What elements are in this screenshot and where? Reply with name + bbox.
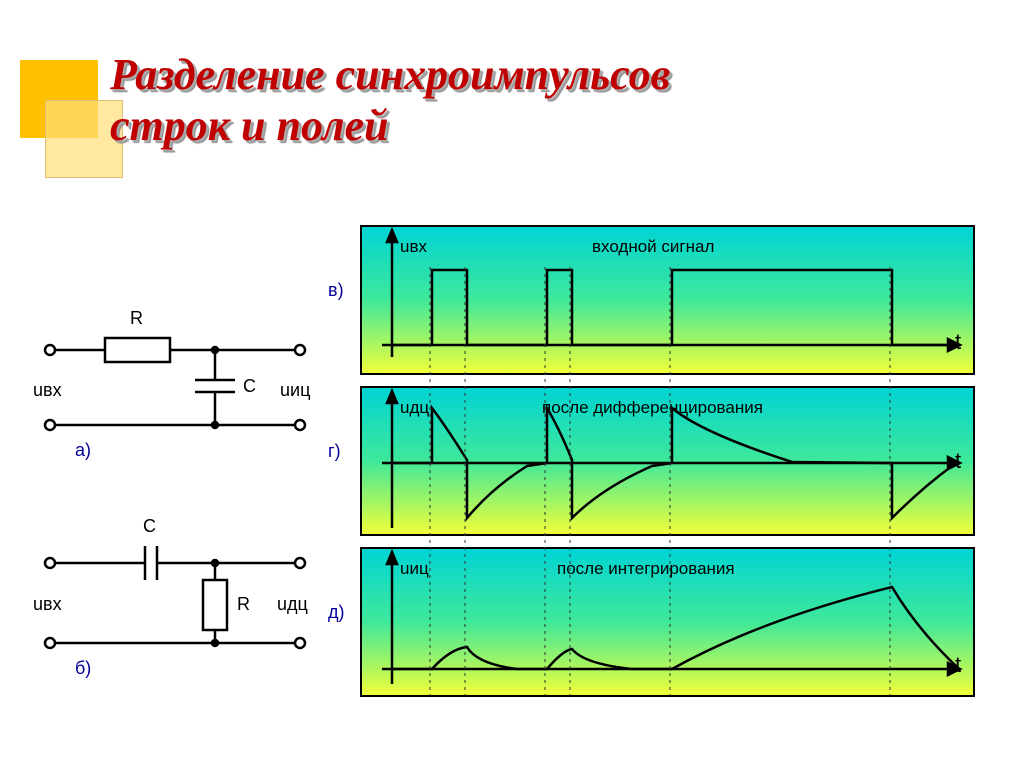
circuit-a-out-label: uиц bbox=[280, 380, 310, 401]
chart-diff-fig-label: г) bbox=[328, 441, 341, 462]
circuit-b-fig-label: б) bbox=[75, 658, 91, 679]
chart-input-row: в) uвх входной сигнал t bbox=[360, 225, 985, 380]
circuit-b-in-label: uвх bbox=[33, 594, 62, 615]
chart-integ-panel: uиц после интегрирования t bbox=[360, 547, 975, 697]
title-line-2: строк и полей bbox=[110, 101, 388, 150]
chart-input-fig-label: в) bbox=[328, 280, 344, 301]
circuit-b-svg bbox=[35, 508, 315, 678]
circuit-b-c-label: C bbox=[143, 516, 156, 537]
chart-integ-caption: после интегрирования bbox=[557, 559, 735, 579]
circuit-a-in-label: uвх bbox=[33, 380, 62, 401]
chart-diff-row: г) uдц после дифференцирования t bbox=[360, 386, 985, 541]
chart-integ-fig-label: д) bbox=[328, 602, 345, 623]
chart-input-panel: uвх входной сигнал t bbox=[360, 225, 975, 375]
chart-integ-tlabel: t bbox=[955, 652, 961, 678]
title-line-1: Разделение синхроимпульсов bbox=[110, 50, 670, 99]
circuit-a: R C uвх uиц а) bbox=[35, 290, 315, 480]
circuit-b-r-label: R bbox=[237, 594, 250, 615]
chart-integ-ylabel: uиц bbox=[400, 559, 429, 579]
circuit-a-c-label: C bbox=[243, 376, 256, 397]
circuit-b: C R uвх uдц б) bbox=[35, 508, 315, 698]
chart-input-ylabel: uвх bbox=[400, 237, 427, 257]
chart-integ-row: д) uиц после интегрирования t bbox=[360, 547, 985, 702]
circuit-a-r-label: R bbox=[130, 308, 143, 329]
chart-diff-panel: uдц после дифференцирования t bbox=[360, 386, 975, 536]
circuit-a-svg bbox=[35, 290, 315, 460]
chart-diff-tlabel: t bbox=[955, 448, 961, 474]
circuit-a-fig-label: а) bbox=[75, 440, 91, 461]
circuits-column: R C uвх uиц а) bbox=[35, 290, 335, 720]
charts-column: в) uвх входной сигнал t г) bbox=[360, 225, 985, 708]
chart-input-caption: входной сигнал bbox=[592, 237, 714, 257]
chart-diff-ylabel: uдц bbox=[400, 398, 429, 418]
circuit-b-out-label: uдц bbox=[277, 594, 308, 615]
page-title: Разделение синхроимпульсов строк и полей bbox=[110, 50, 960, 151]
chart-diff-caption: после дифференцирования bbox=[542, 398, 763, 418]
chart-input-tlabel: t bbox=[955, 329, 961, 355]
